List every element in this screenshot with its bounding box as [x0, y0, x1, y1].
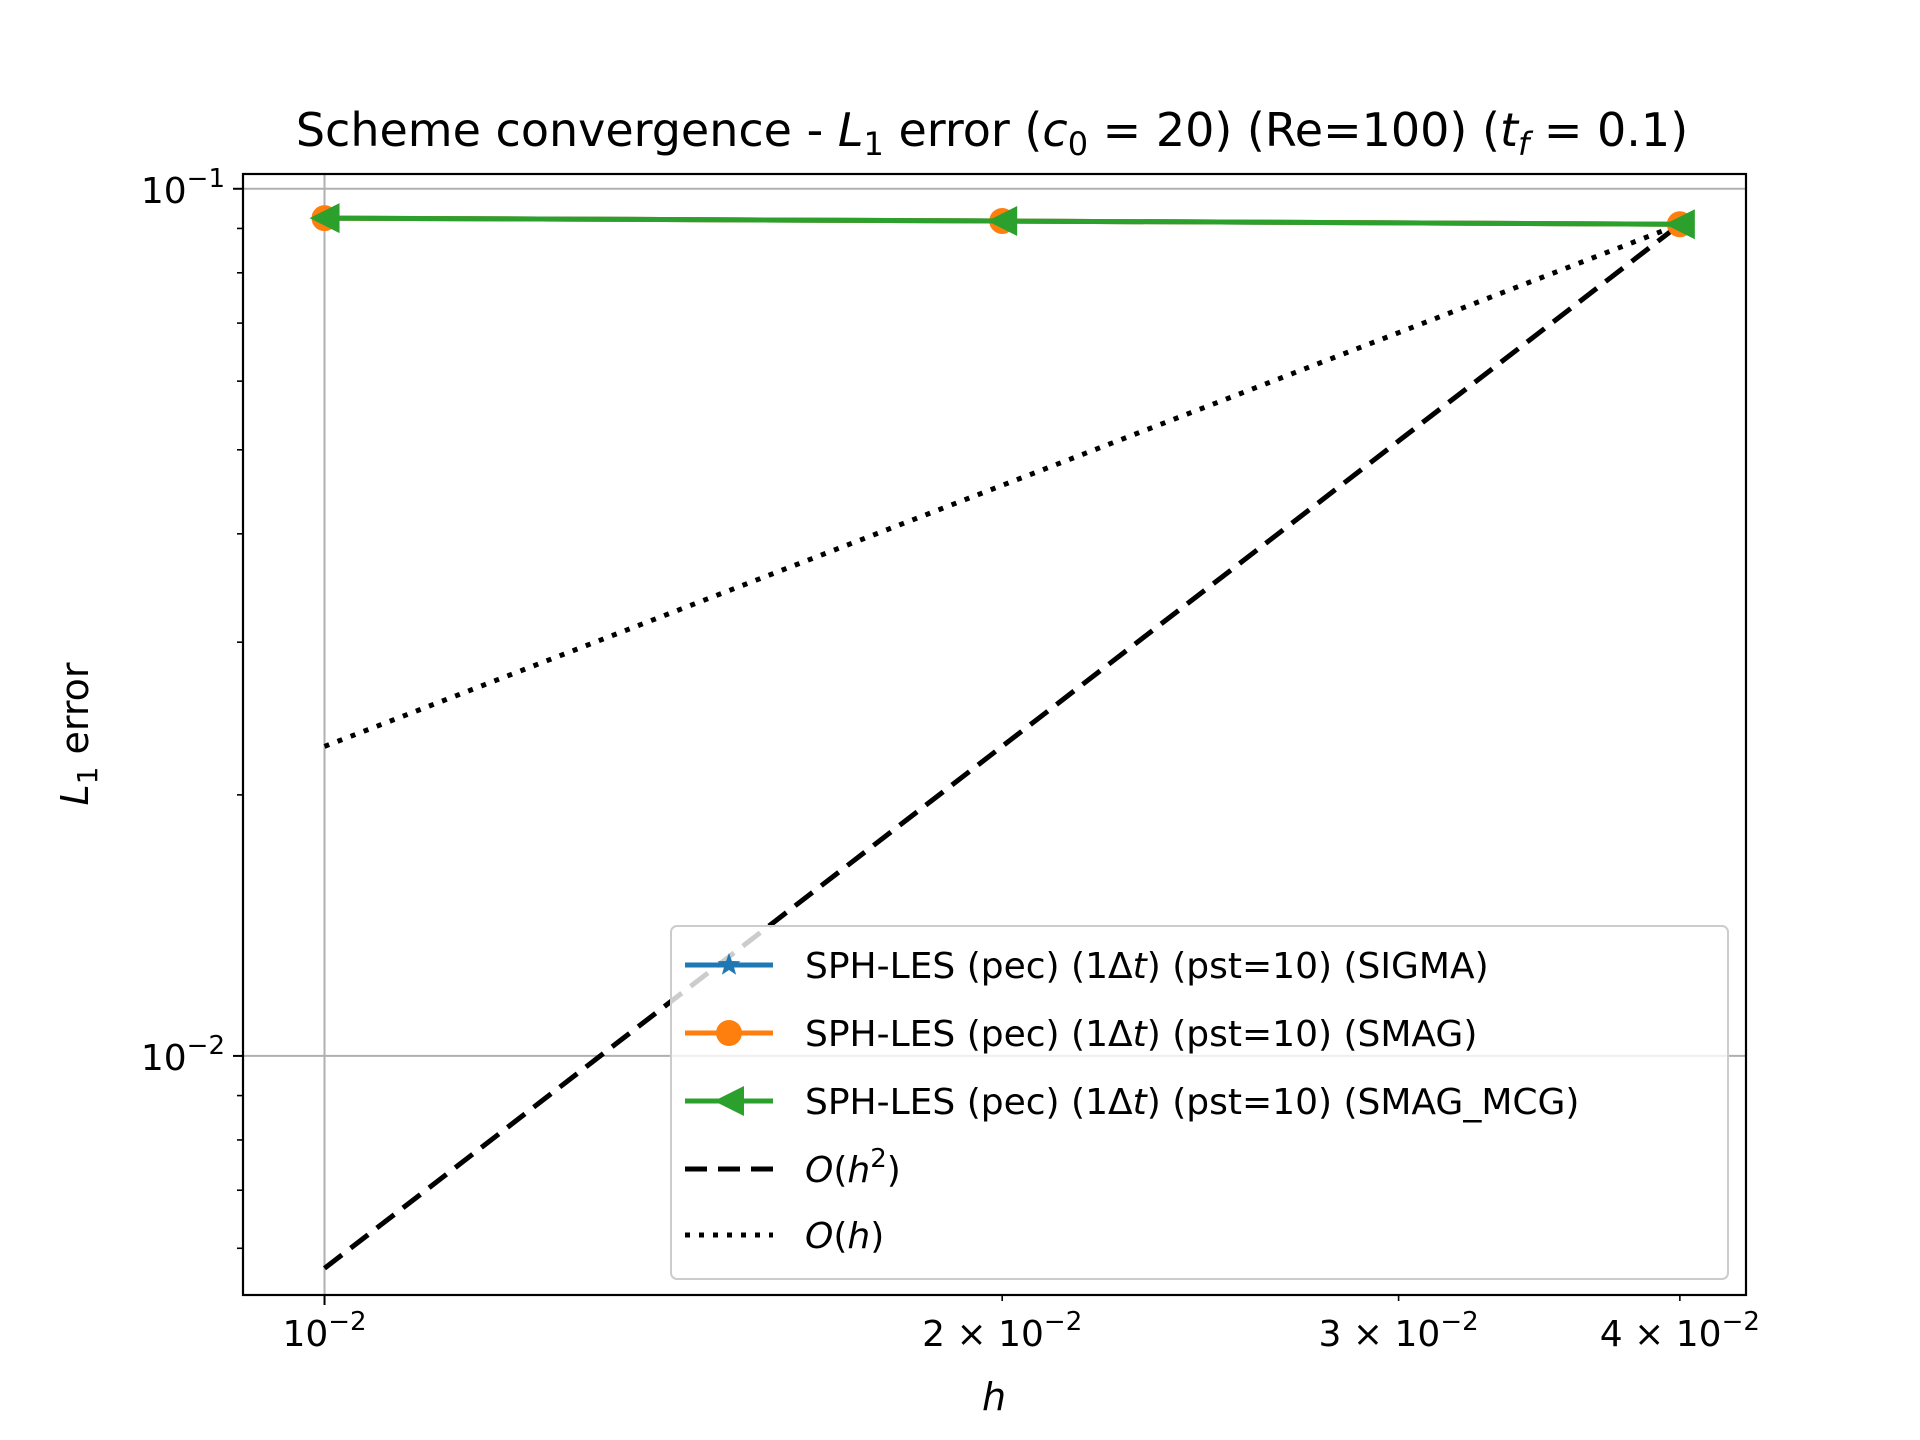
legend-marker-SPH-LES (pec) (1Δt) (pst=10) (SIGMA) [717, 953, 741, 975]
series-SPH-LES (pec) (1Δt) (pst=10) (SMAG_MCG)-point [987, 205, 1018, 236]
x-axis-label: h [982, 1375, 1006, 1419]
legend-label-O(h): O(h) [805, 1216, 884, 1257]
x-tick-label: 4 × 10−2 [1600, 1307, 1760, 1355]
x-tick-label: 3 × 10−2 [1319, 1307, 1479, 1355]
y-tick-label: 10−2 [141, 1031, 225, 1079]
series-SPH-LES (pec) (1Δt) (pst=10) (SMAG_MCG)-point [1664, 209, 1695, 240]
y-tick-label: 10−1 [141, 164, 225, 212]
legend: SPH-LES (pec) (1Δt) (pst=10) (SIGMA) SPH-… [670, 925, 1729, 1280]
series-O(h)-line [323, 221, 1681, 749]
plot-series [309, 203, 1695, 1271]
x-tick-label: 2 × 10−2 [922, 1307, 1082, 1355]
legend-box [670, 925, 1729, 1280]
x-tick-label: 10−2 [282, 1307, 366, 1355]
legend-label-SPH-LES (pec) (1Δt) (pst=10) (SMAG): SPH-LES (pec) (1Δt) (pst=10) (SMAG) [805, 1014, 1477, 1055]
chart-title: Scheme convergence - L1 error (c0 = 20) … [296, 103, 1688, 163]
legend-marker-SPH-LES (pec) (1Δt) (pst=10) (SMAG_MCG) [714, 1086, 744, 1116]
legend-marker-SPH-LES (pec) (1Δt) (pst=10) (SMAG) [716, 1020, 742, 1046]
y-axis-label: L1 error [53, 662, 104, 805]
plot-frame [241, 172, 1748, 1297]
legend-label-SPH-LES (pec) (1Δt) (pst=10) (SIGMA): SPH-LES (pec) (1Δt) (pst=10) (SIGMA) [805, 946, 1489, 987]
legend-label-SPH-LES (pec) (1Δt) (pst=10) (SMAG_MCG): SPH-LES (pec) (1Δt) (pst=10) (SMAG_MCG) [805, 1082, 1579, 1123]
legend-label-O(h²): O(h2) [805, 1144, 901, 1191]
axis-ticks: 10−2 2 × 10−2 3 × 10−2 4 × 10−2 10−1 10−2 [141, 164, 1760, 1355]
series-SPH-LES (pec) (1Δt) (pst=10) (SMAG_MCG)-point [309, 203, 340, 234]
series-O(h²)-line [322, 222, 1682, 1271]
